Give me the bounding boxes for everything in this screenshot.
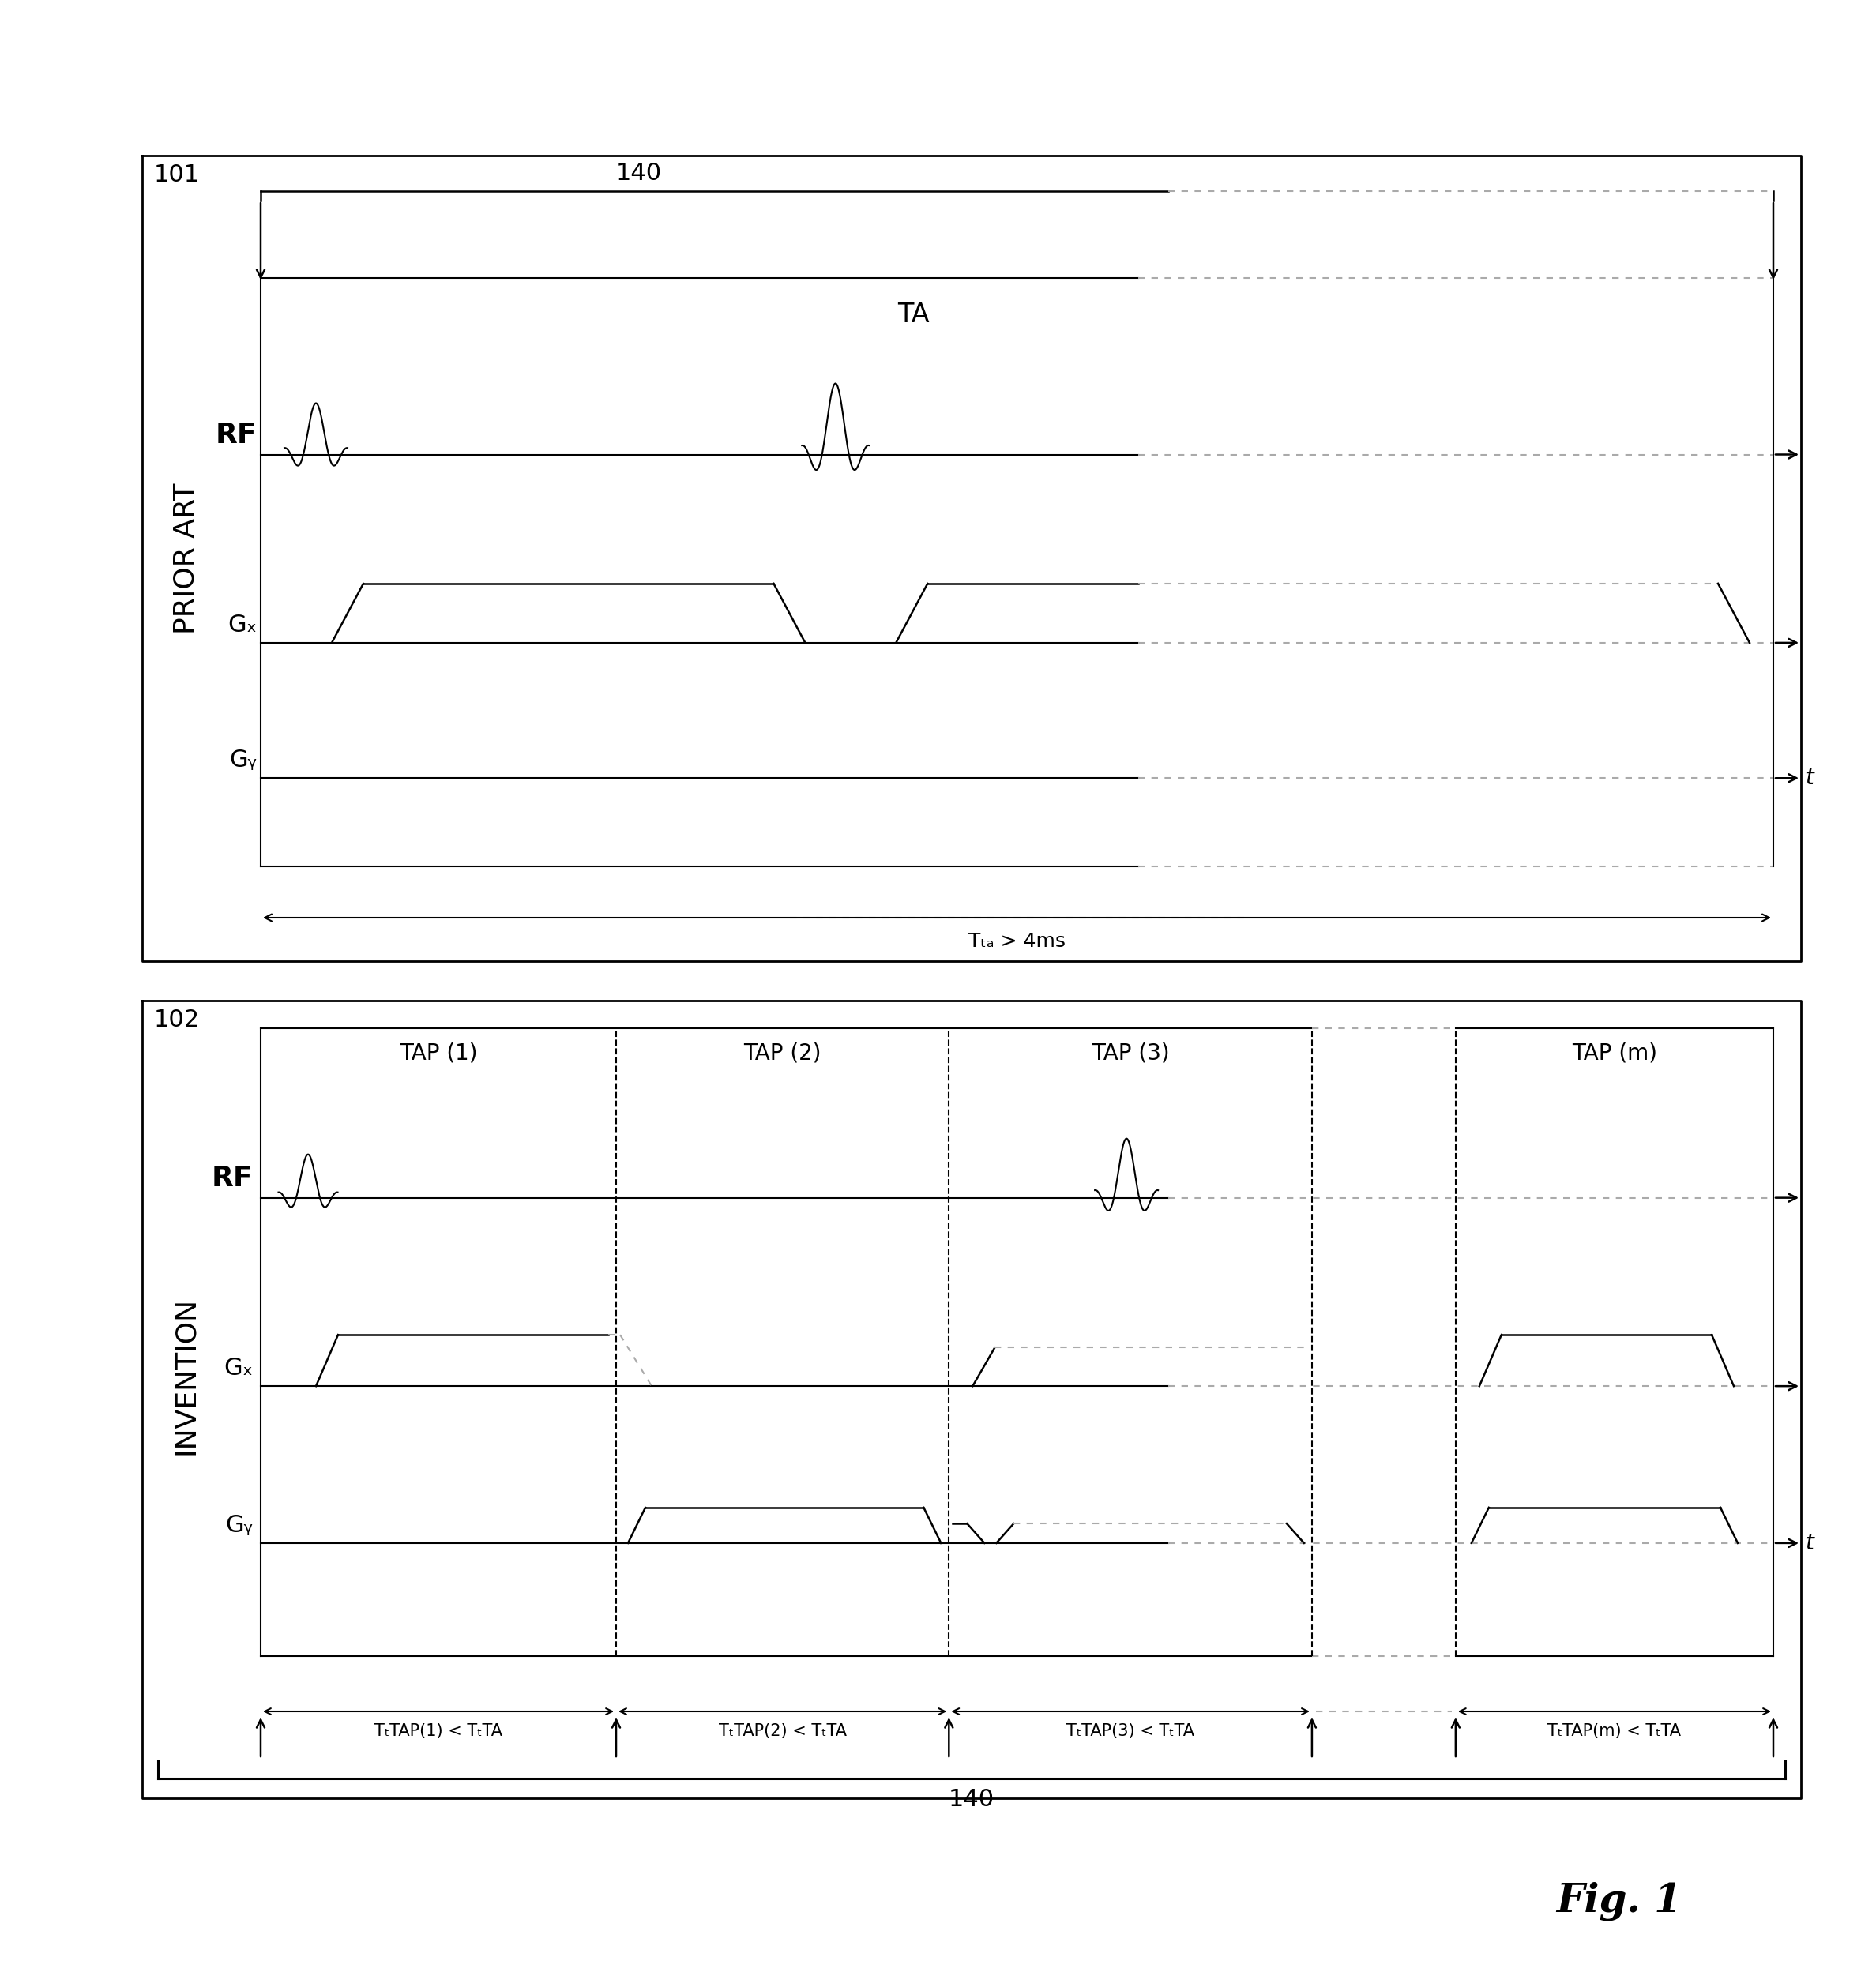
Text: PRIOR ART: PRIOR ART: [173, 483, 199, 633]
Text: 140: 140: [615, 162, 662, 185]
Text: TAP (1): TAP (1): [400, 1043, 477, 1065]
Text: 101: 101: [154, 164, 201, 187]
Text: TA: TA: [899, 302, 930, 327]
Text: TₜTAP(m) < TₜTA: TₜTAP(m) < TₜTA: [1548, 1724, 1681, 1739]
Text: Gᵧ: Gᵧ: [229, 749, 257, 771]
Text: Fig. 1: Fig. 1: [1557, 1881, 1683, 1921]
Text: Gₓ: Gₓ: [223, 1357, 253, 1380]
Text: TAP (3): TAP (3): [1092, 1043, 1169, 1065]
Text: INVENTION: INVENTION: [173, 1298, 199, 1455]
Text: 102: 102: [154, 1008, 201, 1031]
Text: RF: RF: [212, 1165, 253, 1191]
Text: TAP (m): TAP (m): [1572, 1043, 1657, 1065]
Text: TₜTAP(3) < TₜTA: TₜTAP(3) < TₜTA: [1066, 1724, 1195, 1739]
Text: Tₜₐ > 4ms: Tₜₐ > 4ms: [968, 933, 1066, 951]
Text: TₜTAP(1) < TₜTA: TₜTAP(1) < TₜTA: [375, 1724, 503, 1739]
Text: RF: RF: [216, 422, 257, 448]
Text: TₜTAP(2) < TₜTA: TₜTAP(2) < TₜTA: [719, 1724, 846, 1739]
Text: Gᵧ: Gᵧ: [225, 1514, 253, 1536]
Text: 140: 140: [949, 1789, 994, 1810]
Text: Gₓ: Gₓ: [227, 613, 257, 637]
Text: t: t: [1805, 767, 1814, 789]
Text: t: t: [1805, 1532, 1814, 1554]
Text: TAP (2): TAP (2): [743, 1043, 822, 1065]
